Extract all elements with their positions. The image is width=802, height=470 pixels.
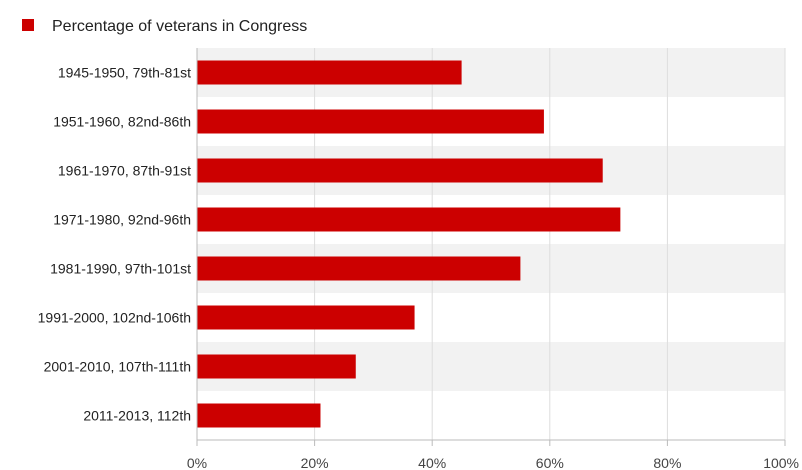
category-label: 2001-2010, 107th-111th [44,359,191,375]
legend: Percentage of veterans in Congress [22,18,307,35]
category-labels: 1945-1950, 79th-81st 1951-1960, 82nd-86th… [38,65,191,424]
category-label: 1945-1950, 79th-81st [58,65,191,81]
legend-label: Percentage of veterans in Congress [52,18,307,35]
x-tick-label: 0% [187,455,207,470]
bar [197,60,462,85]
bar [197,403,321,428]
category-label: 2011-2013, 112th [83,408,191,424]
bars [197,60,621,428]
category-label: 1961-1970, 87th-91st [58,163,191,179]
x-tick-label: 60% [536,455,564,470]
category-label: 1981-1990, 97th-101st [50,261,191,277]
category-label: 1991-2000, 102nd-106th [38,310,191,326]
bar [197,109,544,134]
bar [197,207,621,232]
bar [197,158,603,183]
x-tick-label: 80% [653,455,681,470]
bar [197,354,356,379]
x-tick-label: 40% [418,455,446,470]
legend-swatch [22,19,34,31]
bar [197,305,415,330]
x-tick-label: 100% [763,455,799,470]
x-axis: 0% 20% 40% 60% 80% 100% [187,48,799,470]
x-tick-label: 20% [301,455,329,470]
bar [197,256,521,281]
category-label: 1971-1980, 92nd-96th [53,212,191,228]
category-label: 1951-1960, 82nd-86th [53,114,191,130]
